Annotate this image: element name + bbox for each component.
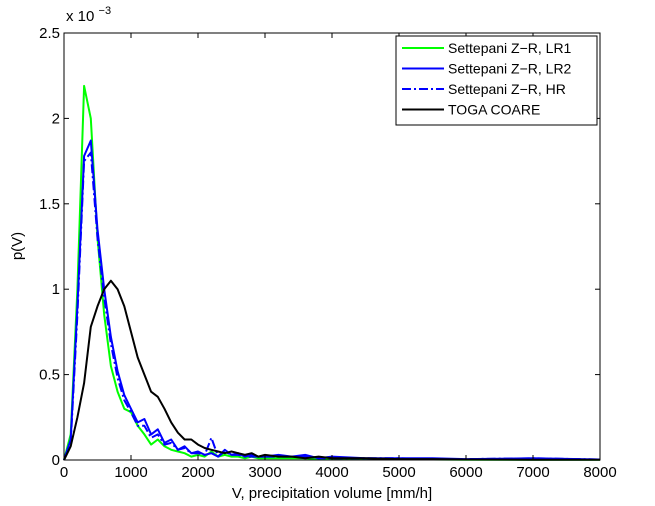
x-tick-label: 0: [60, 464, 68, 481]
series-line-3: [63, 151, 601, 461]
y-tick-label: 0: [52, 452, 60, 469]
x-axis-label: V, precipitation volume [mm/h]: [232, 485, 432, 502]
y-tick-label: 2.5: [39, 25, 60, 42]
x-tick-label: 8000: [583, 464, 616, 481]
y-axis: 0 0.5 1 1.5 2 2.5: [39, 25, 600, 469]
legend-label-2: Settepani Z−R, LR2: [448, 61, 572, 77]
x-tick-label: 5000: [382, 464, 415, 481]
x-axis: 0 1000 2000 3000 4000 5000 6000 7000 8000: [60, 33, 617, 481]
series-layer: [63, 84, 601, 461]
legend-label-3: Settepani Z−R, HR: [448, 81, 566, 97]
y-exponent-power: −3: [99, 5, 112, 17]
legend-label-4: TOGA COARE: [448, 102, 540, 118]
y-tick-label: 2: [52, 110, 60, 127]
series-line-4: [63, 279, 601, 461]
x-tick-label: 4000: [315, 464, 348, 481]
y-exponent-base: x 10: [66, 8, 94, 25]
x-tick-label: 3000: [248, 464, 281, 481]
legend: Settepani Z−R, LR1 Settepani Z−R, LR2 Sett…: [395, 35, 598, 126]
y-tick-label: 1: [52, 281, 60, 298]
x-tick-label: 1000: [114, 464, 147, 481]
y-axis-label: p(V): [9, 232, 26, 260]
x-tick-label: 2000: [181, 464, 214, 481]
y-tick-label: 1.5: [39, 196, 60, 213]
y-exponent-label: x 10 −3: [66, 5, 111, 25]
x-tick-label: 6000: [449, 464, 482, 481]
y-tick-label: 0.5: [39, 367, 60, 384]
x-tick-label: 7000: [516, 464, 549, 481]
legend-label-1: Settepani Z−R, LR1: [448, 40, 572, 56]
